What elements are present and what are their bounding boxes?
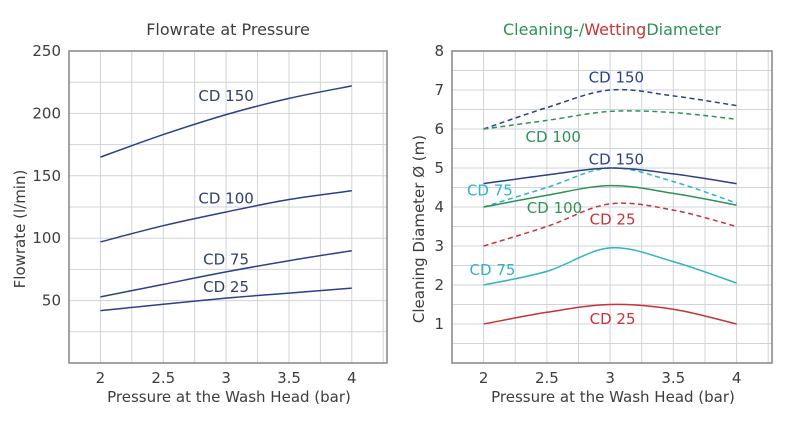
- x-tick-label: 4: [732, 369, 742, 387]
- series-line: [100, 287, 352, 312]
- y-tick-label: 6: [434, 120, 444, 138]
- y-tick-label: 200: [32, 104, 61, 122]
- series-line: [100, 249, 352, 298]
- x-tick-label: 3.5: [277, 369, 301, 387]
- series-label: CD 100: [527, 199, 582, 217]
- x-tick-label: 2.5: [535, 369, 559, 387]
- flowrate-chart-title: Flowrate at Pressure: [146, 20, 310, 39]
- y-tick-label: 5: [434, 159, 444, 177]
- series-label: CD 150: [198, 87, 253, 105]
- series-label: CD 150: [589, 69, 644, 87]
- series-line: [483, 303, 737, 325]
- y-tick-label: 50: [42, 292, 61, 310]
- series-label: CD 100: [198, 189, 253, 207]
- x-tick-label: 2: [479, 369, 489, 387]
- y-tick-label: 7: [434, 81, 444, 99]
- series-line: [483, 110, 737, 130]
- x-tick-label: 3.5: [661, 369, 685, 387]
- flowrate-y-axis-label: Flowrate (l/min): [11, 169, 29, 289]
- series-line: [483, 202, 737, 247]
- plot-border: [451, 50, 773, 364]
- series-label: CD 100: [525, 128, 580, 146]
- y-tick-label: 8: [434, 42, 444, 60]
- title-segment: Diameter: [646, 20, 722, 39]
- flowrate-x-axis-label: Pressure at the Wash Head (bar): [107, 388, 351, 406]
- y-tick-label: 150: [32, 167, 61, 185]
- diameter-chart-title: Cleaning-/WettingDiameter: [503, 20, 721, 39]
- y-tick-label: 100: [32, 229, 61, 247]
- series-label: CD 75: [470, 261, 516, 279]
- x-tick-label: 3: [605, 369, 615, 387]
- series-label: CD 25: [590, 310, 636, 328]
- diameter-x-axis-label: Pressure at the Wash Head (bar): [491, 388, 735, 406]
- series-label: CD 75: [203, 250, 249, 268]
- series-line: [100, 190, 352, 243]
- series-line: [483, 167, 737, 208]
- title-segment: Cleaning-/: [502, 20, 585, 39]
- x-tick-label: 2.5: [151, 369, 175, 387]
- x-tick-label: 4: [347, 369, 357, 387]
- series-line: [483, 88, 737, 130]
- series-label: CD 25: [203, 278, 249, 296]
- series-label: CD 25: [590, 211, 636, 229]
- series-line: [483, 167, 737, 185]
- y-tick-label: 4: [434, 198, 444, 216]
- diameter-y-axis-label: Cleaning Diameter Ø (m): [410, 134, 428, 324]
- y-tick-label: 3: [434, 237, 444, 255]
- y-tick-label: 1: [434, 315, 444, 333]
- series-line: [100, 85, 352, 158]
- y-tick-label: 2: [434, 276, 444, 294]
- series-label: CD 75: [467, 182, 513, 200]
- plot-border: [68, 50, 388, 364]
- y-tick-label: 250: [32, 42, 61, 60]
- series-line: [483, 247, 737, 286]
- series-label: CD 150: [589, 150, 644, 168]
- title-segment: Wetting: [584, 20, 647, 39]
- x-tick-label: 2: [96, 369, 106, 387]
- x-tick-label: 3: [221, 369, 231, 387]
- series-line: [483, 184, 737, 208]
